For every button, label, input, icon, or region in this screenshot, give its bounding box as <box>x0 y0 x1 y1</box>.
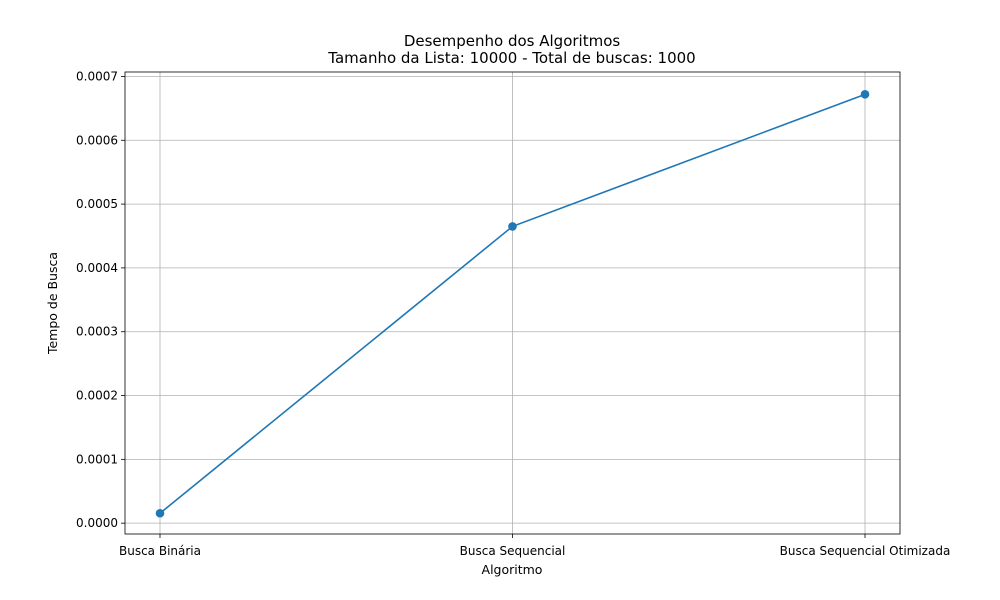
y-tick-label: 0.0007 <box>76 69 118 83</box>
data-point <box>860 90 870 99</box>
y-axis: 0.0000 0.0001 0.0002 0.0003 0.0004 0.0005 0.00… <box>76 69 125 530</box>
y-tick-label: 0.0004 <box>76 261 118 275</box>
plot-frame <box>124 71 901 535</box>
y-axis-label: Tempo de Busca <box>45 252 60 355</box>
y-tick-label: 0.0001 <box>76 452 118 466</box>
data-point <box>508 222 517 231</box>
chart-subtitle: Tamanho da Lista: 10000 - Total de busca… <box>327 49 695 67</box>
x-tick-label: Busca Sequencial <box>460 544 566 558</box>
x-tick-label: Busca Sequencial Otimizada <box>780 544 951 558</box>
x-axis: Busca Binária Busca Sequencial Busca Seque… <box>119 534 950 558</box>
data-point <box>155 508 165 518</box>
y-tick-label: 0.0005 <box>76 197 118 211</box>
chart-title: Desempenho dos Algoritmos <box>404 32 621 50</box>
x-axis-label: Algoritmo <box>482 562 543 577</box>
x-tick-label: Busca Binária <box>119 544 201 558</box>
y-tick-label: 0.0003 <box>76 325 118 339</box>
grid <box>125 72 900 534</box>
y-tick-label: 0.0000 <box>76 516 118 530</box>
series-layer <box>155 90 870 518</box>
y-tick-label: 0.0002 <box>76 389 118 403</box>
y-tick-label: 0.0006 <box>76 133 118 147</box>
